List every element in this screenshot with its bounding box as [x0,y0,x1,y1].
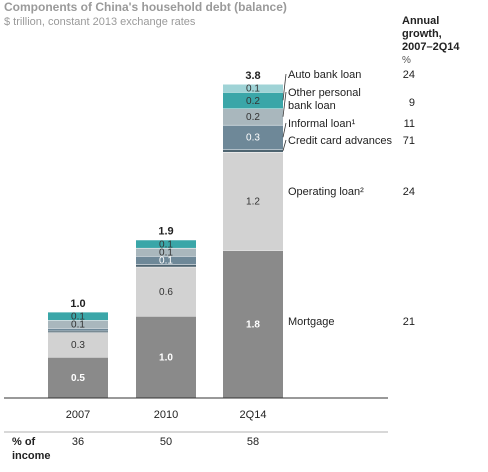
bar-segment [48,357,108,398]
legend-label: Other personal [288,87,361,99]
bar-segment [136,239,196,248]
bar-segment [223,124,283,150]
bar-segment [48,320,108,329]
segment-value-label: 0.1 [159,248,173,259]
bar-total-label: 1.9 [158,226,173,238]
segment-value-label: 0.3 [71,340,85,351]
income-label-line-1: % of [12,436,36,448]
legend-label: Credit card advances [288,135,392,147]
legend-leader-line [282,73,287,101]
chart-title: Components of China's household debt (ba… [4,0,287,14]
segment-value-label: 0.1 [159,256,173,267]
legend-label: Informal loan¹ [288,118,356,130]
bar-segment [223,152,283,251]
segment-value-label: 0.6 [159,287,173,298]
legend-leader-line [282,91,287,117]
income-value: 50 [160,436,172,448]
growth-unit: % [402,55,411,66]
bars-group: 0.50.30.10.11.01.00.60.10.10.11.91.81.20… [48,70,283,398]
segment-value-label: 0.1 [71,320,85,331]
bar-segment [48,330,108,333]
income-value: 36 [72,436,84,448]
legend-leader-line [282,139,287,151]
growth-value: 9 [409,97,415,109]
growth-value: 24 [403,69,415,81]
bar-total-label: 1.0 [70,298,85,310]
bar-segment [136,256,196,265]
category-label: 2Q14 [240,409,267,421]
bar-segment [48,328,108,331]
income-label-line-2: income [12,450,51,462]
bar-segment [136,264,196,267]
bar-segment [136,316,196,398]
segment-value-label: 1.8 [246,320,260,331]
bar-segment [136,266,196,316]
growth-header-line-3: 2007–2Q14 [402,41,460,53]
bar-segment [223,83,283,93]
segment-value-label: 0.3 [246,133,260,144]
legend-leader-line [282,122,287,138]
growth-header-line-1: Annual [402,15,439,27]
category-label: 2010 [154,409,178,421]
bar-segment [223,250,283,398]
income-values: 36 50 58 [72,436,259,448]
growth-header: Annual growth, 2007–2Q14 % [402,15,460,66]
segment-value-label: 1.0 [159,353,173,364]
bar-segment [223,149,283,152]
segment-value-label: 0.5 [71,373,85,384]
legend-leader-lines [282,73,287,151]
bar-segment [48,332,108,357]
legend-label: Mortgage [288,316,334,328]
chart-subtitle: $ trillion, constant 2013 exchange rates [4,16,196,28]
growth-value: 71 [403,135,415,147]
growth-value: 21 [403,316,415,328]
segment-value-label: 0.2 [246,96,260,107]
growth-value: 24 [403,186,415,198]
bar-segment [136,247,196,257]
segment-value-label: 0.2 [246,112,260,123]
category-label: 2007 [66,409,90,421]
growth-value: 11 [404,118,415,130]
bar-segment [48,311,108,321]
segment-value-label: 1.2 [246,197,260,208]
income-value: 58 [247,436,259,448]
legend-label: Operating loan² [288,186,364,198]
growth-header-line-2: growth, [402,28,442,40]
segment-value-label: 0.1 [159,239,173,250]
bar-total-label: 3.8 [245,70,260,82]
segment-value-label: 0.1 [246,84,260,95]
legend-label-continued: bank loan [288,100,336,112]
bar-segment [223,92,283,109]
legend-label: Auto bank loan [288,69,361,81]
category-labels: 2007 2010 2Q14 [66,409,267,421]
segment-value-label: 0.1 [71,312,85,323]
bar-segment [223,108,283,125]
